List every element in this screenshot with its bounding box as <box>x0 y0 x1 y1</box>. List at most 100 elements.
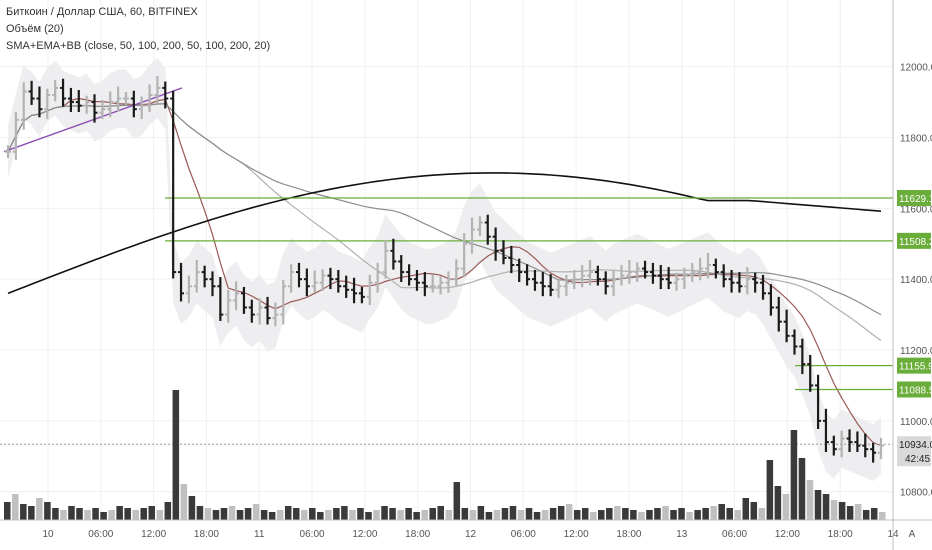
volume-bar <box>589 512 597 520</box>
volume-bar <box>116 506 123 520</box>
ohlc-bar <box>319 269 326 291</box>
price-level-label-bg <box>897 357 931 374</box>
ohlc-bar <box>20 82 27 130</box>
ohlc-bar <box>830 435 837 456</box>
current-price-label-bg <box>897 436 931 467</box>
ohlc-bar <box>421 272 428 297</box>
volume-bar <box>44 502 51 520</box>
volume-bar <box>381 506 388 520</box>
ohlc-bar <box>437 276 444 295</box>
price-level-label-bg <box>897 381 931 398</box>
trendline <box>3 87 183 153</box>
ohlc-bar <box>665 267 672 290</box>
bollinger-band <box>8 57 881 482</box>
volume-bar <box>309 508 316 520</box>
ohlc-bar <box>500 240 507 265</box>
volume-bar <box>766 460 774 520</box>
x-tick-label: 12:00 <box>775 529 800 540</box>
ohlc-bar <box>83 95 90 114</box>
ohlc-bar <box>406 264 413 286</box>
volume-bar <box>694 510 701 520</box>
volume-indicator-label[interactable]: Объём (20) <box>6 23 64 35</box>
ohlc-bar <box>704 252 711 279</box>
ohlc-bar <box>303 268 310 297</box>
x-tick-label: 12 <box>465 529 477 540</box>
ohlc-bar <box>248 299 255 323</box>
x-tick-label: 12:00 <box>352 529 377 540</box>
ma-indicator-label[interactable]: SMA+EMA+BB (close, 50, 100, 200, 50, 100… <box>6 40 271 52</box>
ohlc-bar <box>524 264 531 286</box>
ohlc-bar <box>390 238 397 270</box>
ohlc-bar <box>492 227 499 261</box>
volume-bar <box>557 506 565 520</box>
ema-line <box>7 97 882 447</box>
volume-bar <box>798 458 806 520</box>
volume-bar <box>4 502 11 520</box>
volume-bar <box>84 510 91 520</box>
y-tick-label: 11800.0 <box>900 134 932 145</box>
ohlc-bar <box>791 329 798 355</box>
volume-bar <box>630 510 637 520</box>
volume-bar <box>92 508 99 520</box>
volume-bar <box>846 506 854 520</box>
y-tick-label: 12000.0 <box>900 63 932 74</box>
ohlc-bar <box>689 262 696 282</box>
volume-bar <box>76 508 83 520</box>
y-tick-label: 11000.0 <box>900 417 932 428</box>
ohlc-bar <box>587 260 593 286</box>
volume-bar <box>541 510 549 520</box>
volume-bar <box>678 508 685 520</box>
symbol-title[interactable]: Биткоин / Доллар США, 60, BITFINEX <box>6 6 198 18</box>
volume-bar <box>654 508 661 520</box>
ohlc-bar <box>343 275 350 298</box>
ohlc-bar <box>52 80 59 102</box>
volume-bar <box>493 510 501 520</box>
volume-bar <box>702 508 709 520</box>
ohlc-bar <box>610 269 617 297</box>
ohlc-bar <box>563 274 570 297</box>
volume-bar <box>517 510 525 520</box>
ohlc-bar <box>382 240 389 279</box>
ohlc-bar <box>681 267 688 290</box>
ohlc-bar <box>374 262 381 293</box>
volume-bar <box>429 508 436 520</box>
x-tick-label: 13 <box>676 529 688 540</box>
volume-bar <box>52 508 59 520</box>
x-tick-label: 06:00 <box>511 529 536 540</box>
volume-bar <box>220 508 228 520</box>
volume-bar <box>670 510 677 520</box>
volume-bar <box>365 512 372 520</box>
ohlc-bar <box>91 94 98 123</box>
x-tick-label: 06:00 <box>88 529 113 540</box>
ohlc-bar <box>233 281 240 311</box>
ohlc-bar <box>36 86 43 118</box>
ohlc-bar <box>264 296 271 325</box>
current-price-label: 10934.0 <box>899 440 932 451</box>
y-tick-label: 10800.0 <box>900 488 932 499</box>
volume-bar <box>373 510 380 520</box>
ohlc-bar <box>327 267 334 290</box>
ohlc-bar <box>799 338 806 375</box>
ohlc-bar <box>539 272 546 297</box>
volume-bar <box>469 510 477 520</box>
ohlc-bar <box>429 274 436 293</box>
ohlc-bar <box>516 258 523 282</box>
ohlc-bar <box>162 81 169 109</box>
ohlc-bar <box>862 433 869 458</box>
volume-bar <box>782 494 790 520</box>
y-tick-label: 11200.0 <box>900 346 932 357</box>
x-tick-label: 14 <box>887 529 899 540</box>
ohlc-bar <box>728 269 735 293</box>
volume-bar <box>148 506 156 520</box>
price-level-label: 11629.1 <box>899 194 932 205</box>
ohlc-bar <box>870 442 877 463</box>
ohlc-bar <box>296 262 302 288</box>
x-tick-label: 18:00 <box>405 529 430 540</box>
x-tick-label: 12:00 <box>141 529 166 540</box>
ohlc-bar <box>469 217 476 254</box>
ohlc-bar <box>44 88 51 120</box>
volume-bar <box>188 496 196 520</box>
volume-bar <box>814 490 822 520</box>
